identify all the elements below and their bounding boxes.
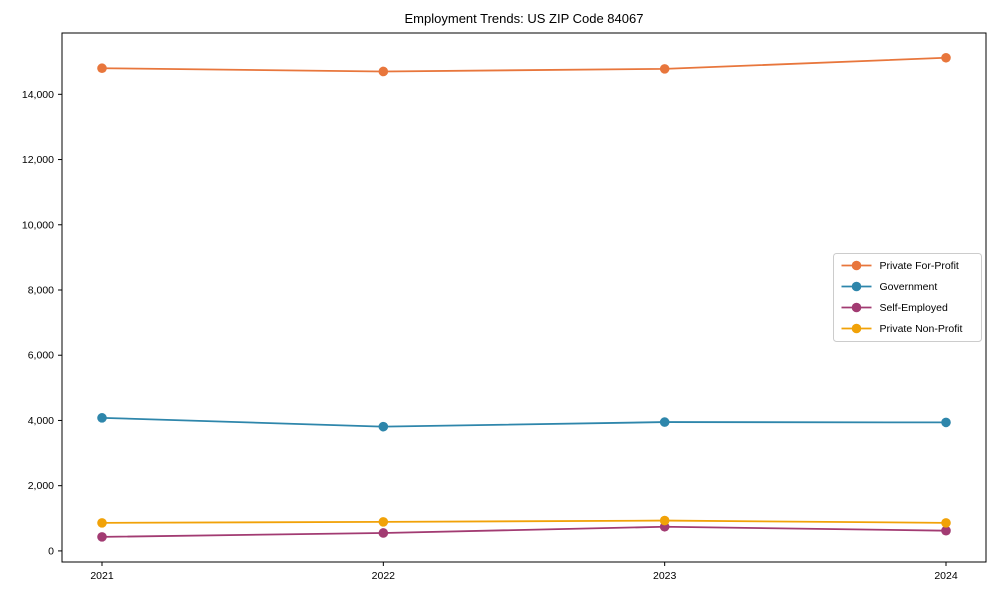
data-point (941, 518, 951, 528)
y-tick-label: 0 (48, 545, 54, 557)
legend-item-government: Government (841, 281, 938, 293)
plot-area (61, 32, 987, 563)
data-point (941, 525, 951, 536)
legend-item-self-employed: Self-Employed (841, 302, 948, 314)
legend-box (833, 253, 982, 342)
series-line (101, 416, 947, 428)
legend-marker-icon (851, 260, 862, 271)
series-government (97, 413, 951, 432)
legend-label: Private For-Profit (880, 260, 959, 272)
series-line (101, 56, 947, 73)
y-tick-label: 8,000 (28, 284, 54, 296)
data-point (97, 63, 107, 74)
y-tick-label: 2,000 (28, 480, 54, 492)
legend-label: Self-Employed (880, 302, 948, 314)
legend-item-private-for-profit: Private For-Profit (841, 260, 959, 272)
data-point (378, 421, 389, 432)
legend-marker-icon (851, 302, 862, 313)
series-private-for-profit (97, 52, 951, 77)
x-tick-label: 2021 (90, 570, 114, 582)
legend: Private For-Profit Government Self-Employe… (833, 253, 982, 342)
data-point (941, 52, 951, 63)
chart-title: Employment Trends: US ZIP Code 84067 (405, 11, 644, 26)
data-point (97, 518, 107, 528)
series-private-non-profit (97, 515, 951, 528)
series-line (101, 525, 947, 538)
y-tick-label: 10,000 (22, 219, 54, 231)
data-point (378, 517, 389, 527)
y-tick-label: 12,000 (22, 154, 54, 166)
data-point (378, 66, 389, 77)
legend-label: Government (880, 281, 938, 293)
x-tick-label: 2024 (934, 570, 958, 582)
data-point (941, 417, 951, 428)
data-point (659, 417, 670, 427)
data-point (378, 528, 389, 538)
legend-item-private-non-profit: Private Non-Profit (841, 323, 963, 335)
series-self-employed (97, 521, 951, 542)
legend-marker-icon (851, 281, 862, 292)
legend-marker-icon (851, 323, 862, 334)
x-tick-label: 2023 (653, 570, 677, 582)
data-point (97, 532, 107, 542)
y-tick-label: 6,000 (28, 350, 54, 362)
x-tick-label: 2022 (372, 570, 396, 582)
y-tick-label: 4,000 (28, 415, 54, 427)
data-point (97, 413, 107, 423)
y-tick-label: 14,000 (22, 89, 54, 101)
series-line (101, 519, 947, 524)
data-point (659, 64, 670, 74)
legend-label: Private Non-Profit (880, 323, 963, 335)
data-point (659, 515, 670, 526)
